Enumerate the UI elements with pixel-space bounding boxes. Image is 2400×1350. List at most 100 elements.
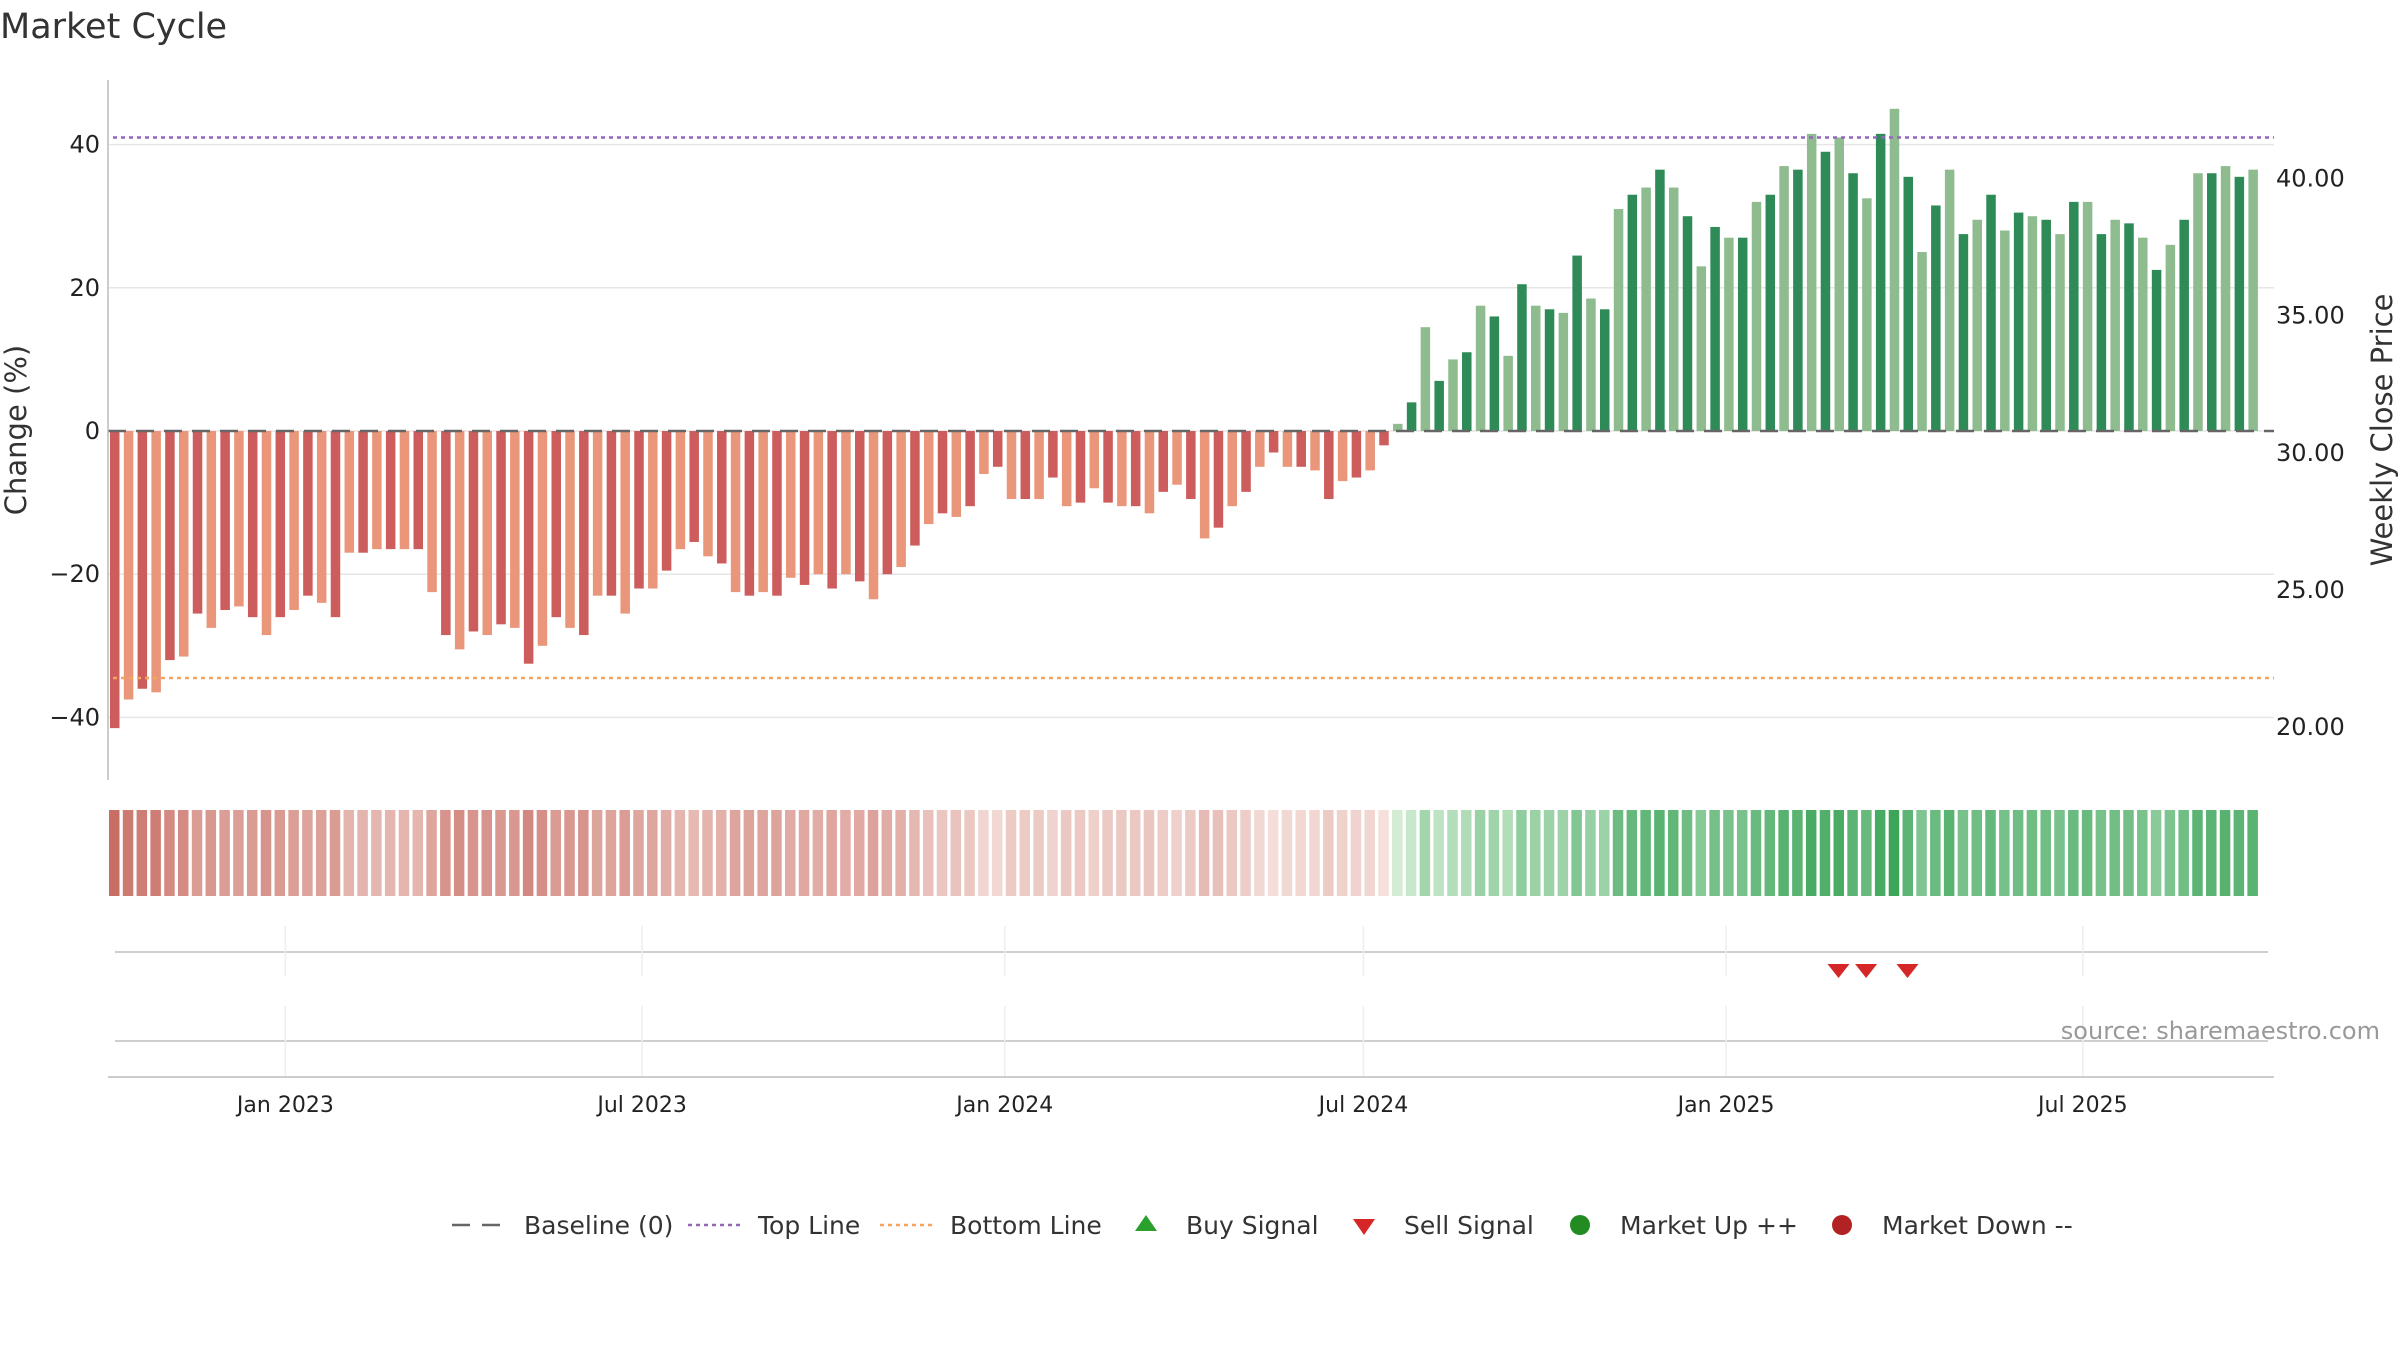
- change-bar: [1365, 431, 1375, 471]
- heat-cell: [164, 810, 175, 896]
- heat-cell: [219, 810, 230, 896]
- change-bar: [1282, 431, 1293, 467]
- heat-cell: [964, 810, 975, 896]
- heat-cell: [840, 810, 851, 896]
- heat-cell: [1943, 810, 1955, 896]
- heat-cell: [1267, 810, 1279, 896]
- y-axis-label: Change (%): [0, 345, 33, 515]
- change-bar: [1213, 431, 1224, 528]
- sell-signal-marker: [1896, 964, 1919, 978]
- heat-cell: [246, 810, 258, 896]
- change-bar: [123, 431, 134, 700]
- y2-tick-label: 25.00: [2276, 576, 2345, 604]
- change-bar: [151, 431, 161, 693]
- heat-cell: [1198, 810, 1210, 896]
- heat-cell: [895, 810, 906, 896]
- change-bar: [1034, 431, 1044, 500]
- heat-cell: [1819, 810, 1831, 896]
- heat-cell: [233, 810, 244, 896]
- change-bar: [2234, 176, 2245, 431]
- change-bar: [441, 431, 451, 636]
- change-bar: [1089, 431, 1100, 489]
- date-tick-label: Jan 2024: [954, 1093, 1053, 1118]
- heat-cell: [440, 810, 451, 896]
- heat-cell: [853, 810, 865, 896]
- heat-cell: [150, 810, 161, 896]
- change-bar: [689, 431, 699, 542]
- change-bar: [1655, 169, 1665, 431]
- y-tick-label: −20: [49, 560, 100, 588]
- heat-cell: [122, 810, 134, 896]
- heat-cell: [1488, 810, 1500, 896]
- change-bar: [344, 431, 355, 553]
- heat-cell: [1957, 810, 1969, 896]
- legend-label: Sell Signal: [1404, 1211, 1534, 1240]
- heat-cell: [729, 810, 741, 896]
- change-bar: [896, 431, 906, 568]
- change-bar: [937, 431, 948, 514]
- heat-cell: [1557, 810, 1569, 896]
- heat-cell: [536, 810, 548, 896]
- heat-cell: [647, 810, 658, 896]
- change-bar: [2248, 169, 2258, 431]
- signal-panel: [115, 926, 2268, 1076]
- heat-cell: [2040, 810, 2051, 896]
- change-bar: [1682, 216, 1693, 431]
- change-bar: [1475, 305, 1486, 431]
- change-bar: [1544, 309, 1555, 431]
- heat-cell: [550, 810, 561, 896]
- heat-cell: [1419, 810, 1431, 896]
- heat-cell: [2026, 810, 2038, 896]
- heat-cell: [1295, 810, 1306, 896]
- heat-cell: [2109, 810, 2120, 896]
- heat-cell: [1281, 810, 1293, 896]
- change-bar: [1393, 423, 1403, 431]
- change-bar: [1834, 137, 1845, 431]
- change-bar: [523, 431, 534, 664]
- date-axis: Jan 2023 Jul 2023 Jan 2024 Jul 2024 Jan 2025…: [108, 1076, 2274, 1118]
- legend: Baseline (0) Top Line Bottom Line Buy Signa…: [452, 1211, 2073, 1240]
- change-bar: [813, 431, 824, 575]
- change-bar: [1737, 237, 1748, 431]
- heat-cell: [771, 810, 782, 896]
- heat-cell: [1750, 810, 1762, 896]
- change-bar: [1944, 169, 1955, 431]
- heat-cell: [1116, 810, 1127, 896]
- y2-tick-label: 40.00: [2276, 165, 2345, 193]
- heat-cell: [2219, 810, 2231, 896]
- change-bar: [565, 431, 575, 628]
- heat-cell: [2068, 810, 2079, 896]
- heat-cell: [177, 810, 189, 896]
- heat-cell: [1185, 810, 1196, 896]
- heat-cell: [1681, 810, 1693, 896]
- change-bar: [1061, 431, 1072, 507]
- change-bar: [1531, 305, 1541, 431]
- change-bar: [2151, 269, 2162, 431]
- heat-cell: [909, 810, 920, 896]
- change-bar: [1848, 173, 1858, 432]
- heat-cell: [1157, 810, 1169, 896]
- change-bar: [620, 431, 630, 614]
- change-bar: [744, 431, 755, 596]
- heat-cell: [2150, 810, 2162, 896]
- heat-cell: [2164, 810, 2176, 896]
- change-bar: [537, 431, 548, 646]
- change-bar: [1227, 431, 1237, 507]
- heat-cell: [922, 810, 934, 896]
- heat-cell: [1060, 810, 1072, 896]
- heat-cell: [343, 810, 355, 896]
- change-bar: [1558, 312, 1569, 431]
- change-bar: [827, 431, 837, 589]
- change-bar: [965, 431, 975, 507]
- heat-cell: [812, 810, 824, 896]
- change-bar: [1986, 194, 1996, 431]
- change-bar: [137, 431, 148, 689]
- heat-cell: [1723, 810, 1734, 896]
- heat-cell: [1736, 810, 1748, 896]
- change-bar: [2193, 173, 2203, 432]
- heat-cell: [1778, 810, 1789, 896]
- heat-cell: [2178, 810, 2189, 896]
- change-bar: [2110, 219, 2120, 431]
- change-bar: [330, 431, 341, 618]
- reference-lines: [108, 136, 2274, 680]
